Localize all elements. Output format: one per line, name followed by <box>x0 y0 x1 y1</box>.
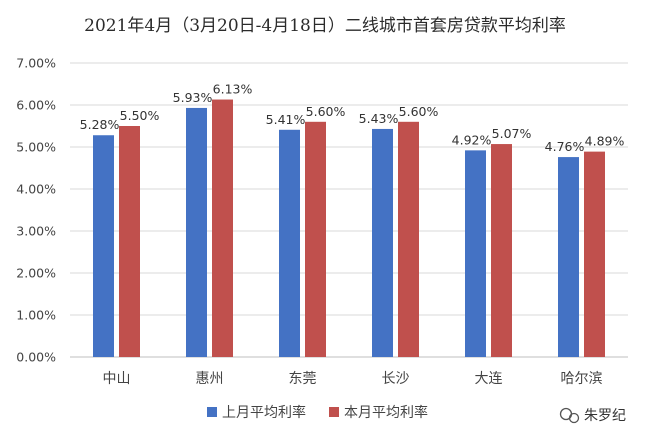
grid-lines <box>70 62 628 358</box>
y-tick-label: 0.00% <box>16 350 56 365</box>
bar-last-month <box>558 157 579 357</box>
bar-last-month <box>186 107 207 357</box>
legend: 上月平均利率 本月平均利率 <box>207 404 428 421</box>
y-axis-ticks: 0.00% 1.00% 2.00% 3.00% 4.00% 5.00% 6.00% 7.00% <box>16 56 56 365</box>
legend-label: 本月平均利率 <box>344 404 428 421</box>
y-tick-label: 7.00% <box>16 56 56 71</box>
y-tick-label: 3.00% <box>16 224 56 239</box>
x-category-label: 惠州 <box>196 371 224 387</box>
bars <box>93 99 605 357</box>
data-label: 5.60% <box>399 104 439 119</box>
y-tick-label: 1.00% <box>16 308 56 323</box>
bar-last-month <box>465 150 486 357</box>
x-category-label: 长沙 <box>382 371 410 387</box>
data-labels: 5.28%5.50%5.93%6.13%5.41%5.60% 5.43% 5.60%… <box>80 82 625 155</box>
data-label: 5.07% <box>492 126 532 141</box>
bar-last-month <box>372 128 393 357</box>
bar-last-month <box>279 129 300 357</box>
data-label: 5.60% <box>306 104 346 119</box>
bar-this-month <box>584 151 605 357</box>
data-label: 5.41% <box>266 112 306 127</box>
legend-swatch <box>329 407 339 417</box>
bar-this-month <box>305 121 326 357</box>
watermark-text: 朱罗纪 <box>584 408 626 424</box>
y-tick-label: 2.00% <box>16 266 56 281</box>
chart-title: 2021年4月（3月20日-4月18日）二线城市首套房贷款平均利率 <box>84 16 566 36</box>
x-axis-categories: 中山 惠州 东莞 长沙 大连 哈尔滨 <box>103 371 603 387</box>
data-label: 5.50% <box>120 108 160 123</box>
watermark: 朱罗纪 <box>559 407 626 424</box>
legend-label: 上月平均利率 <box>222 404 306 421</box>
data-label: 5.28% <box>80 117 120 132</box>
bar-this-month <box>212 99 233 357</box>
y-tick-label: 4.00% <box>16 182 56 197</box>
bar-last-month <box>93 135 114 357</box>
y-tick-label: 5.00% <box>16 140 56 155</box>
y-tick-label: 6.00% <box>16 98 56 113</box>
x-category-label: 中山 <box>103 371 131 387</box>
data-label: 4.76% <box>545 139 585 154</box>
x-category-label: 大连 <box>475 371 503 387</box>
data-label: 6.13% <box>213 82 253 97</box>
legend-swatch <box>207 407 217 417</box>
x-category-label: 东莞 <box>289 371 317 387</box>
data-label: 5.93% <box>173 90 213 105</box>
wechat-icon <box>559 407 580 424</box>
bar-this-month <box>491 144 512 357</box>
bar-this-month <box>398 121 419 357</box>
x-category-label: 哈尔滨 <box>561 371 603 387</box>
bar-this-month <box>119 126 140 357</box>
data-label: 5.43% <box>359 111 399 126</box>
data-label: 4.92% <box>452 132 492 147</box>
data-label: 4.89% <box>585 134 625 149</box>
